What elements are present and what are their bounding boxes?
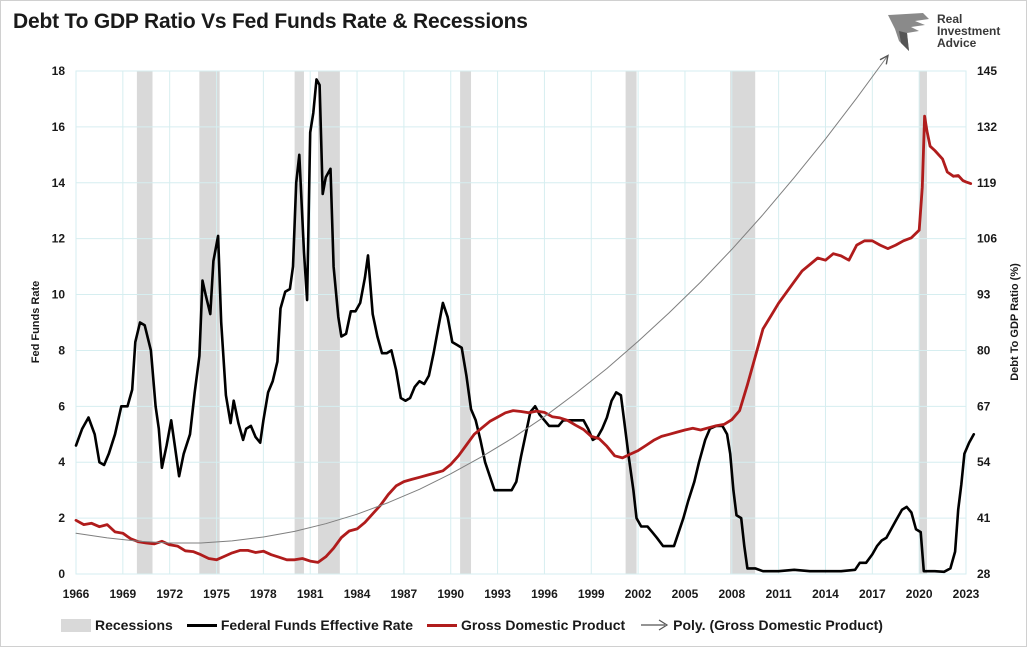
x-tick-label: 2017 — [859, 587, 886, 601]
y-left-tick-label: 4 — [58, 455, 65, 469]
legend-item-poly: Poly. (Gross Domestic Product) — [639, 617, 883, 633]
x-tick-label: 1966 — [63, 587, 90, 601]
y-left-tick-label: 8 — [58, 343, 65, 357]
y-right-tick-label: 54 — [977, 455, 991, 469]
legend-label: Federal Funds Effective Rate — [220, 617, 413, 633]
x-tick-label: 1999 — [578, 587, 605, 601]
plot-area: 1966 1969 1972 1975 1978 1981 1984 1987 1990 1993… — [30, 54, 1021, 601]
y-right-tick-label: 41 — [977, 511, 991, 525]
legend: Recessions Federal Funds Effective Rate … — [61, 613, 897, 637]
y-left-tick-label: 6 — [58, 399, 65, 413]
y-left-tick-label: 10 — [52, 288, 66, 302]
y-right-tick-label: 28 — [977, 567, 991, 581]
legend-label: Poly. (Gross Domestic Product) — [673, 617, 883, 633]
logo-line: Real — [937, 12, 963, 26]
x-tick-label: 1969 — [109, 587, 136, 601]
y-right-axis-title: Debt To GDP Ratio (%) — [1009, 263, 1021, 381]
recession-band — [625, 71, 637, 574]
recession-bands — [136, 71, 927, 574]
x-tick-label: 1984 — [344, 587, 371, 601]
x-tick-label: 2011 — [766, 587, 792, 601]
y-right-tick-label: 106 — [977, 232, 997, 246]
y-right-tick-label: 93 — [977, 288, 991, 302]
x-tick-label: 1978 — [250, 587, 277, 601]
logo-text: Real Investment Advice — [937, 13, 1000, 49]
recession-band — [460, 71, 472, 574]
poly-trendline — [75, 55, 889, 544]
plot-border — [75, 70, 967, 575]
chart-title: Debt To GDP Ratio Vs Fed Funds Rate & Re… — [13, 10, 528, 33]
x-axis-ticks: 1966 1969 1972 1975 1978 1981 1984 1987 1990 1993… — [63, 587, 980, 601]
legend-item-ffr: Federal Funds Effective Rate — [186, 617, 413, 633]
series-lines — [74, 54, 976, 574]
x-tick-label: 1987 — [391, 587, 418, 601]
legend-swatch-recessions — [61, 618, 91, 632]
y-left-tick-label: 2 — [58, 511, 65, 525]
recession-band — [136, 71, 153, 574]
x-tick-label: 1981 — [297, 587, 324, 601]
legend-swatch-gdp — [427, 623, 457, 627]
y-left-axis-ticks: 0 2 4 6 8 10 12 14 16 18 — [52, 64, 66, 581]
debt-to-gdp-line — [74, 114, 973, 564]
x-tick-label: 1996 — [531, 587, 558, 601]
y-right-tick-label: 145 — [977, 64, 997, 78]
legend-item-recessions: Recessions — [61, 617, 173, 633]
y-left-axis-title: Fed Funds Rate — [30, 281, 42, 364]
arrow-icon — [641, 619, 669, 631]
y-right-tick-label: 67 — [977, 399, 991, 413]
x-tick-label: 1993 — [484, 587, 511, 601]
y-right-axis-ticks: 28 41 54 67 80 93 106 119 132 145 — [977, 64, 997, 581]
x-tick-label: 2002 — [625, 587, 652, 601]
logo-line: Advice — [937, 36, 977, 50]
recession-band — [919, 71, 927, 574]
y-left-tick-label: 14 — [52, 176, 66, 190]
y-right-tick-label: 132 — [977, 120, 997, 134]
y-right-tick-label: 80 — [977, 343, 991, 357]
fed-funds-rate-line — [74, 78, 976, 574]
logo-line: Investment — [937, 24, 1001, 38]
legend-swatch-ffr — [186, 623, 217, 627]
recession-band — [294, 71, 304, 574]
legend-label: Recessions — [95, 617, 173, 633]
y-left-tick-label: 0 — [58, 567, 65, 581]
x-tick-label: 2020 — [906, 587, 933, 601]
trendline-arrowhead — [879, 54, 889, 65]
recession-band — [318, 71, 340, 574]
y-left-tick-label: 12 — [52, 232, 66, 246]
recession-band — [199, 71, 220, 574]
y-left-tick-label: 16 — [52, 120, 66, 134]
x-tick-label: 1975 — [203, 587, 230, 601]
y-right-tick-label: 119 — [977, 176, 997, 190]
x-tick-label: 2023 — [953, 587, 980, 601]
x-tick-label: 2014 — [812, 587, 839, 601]
x-tick-label: 2008 — [718, 587, 745, 601]
legend-label: Gross Domestic Product — [461, 617, 626, 633]
brand-logo: Real Investment Advice — [885, 11, 1025, 57]
x-tick-label: 2005 — [672, 587, 699, 601]
x-tick-label: 1990 — [437, 587, 464, 601]
eagle-logo-icon — [888, 13, 929, 51]
legend-item-gdp: Gross Domestic Product — [427, 617, 625, 633]
x-tick-label: 1972 — [156, 587, 183, 601]
y-left-tick-label: 18 — [52, 64, 66, 78]
